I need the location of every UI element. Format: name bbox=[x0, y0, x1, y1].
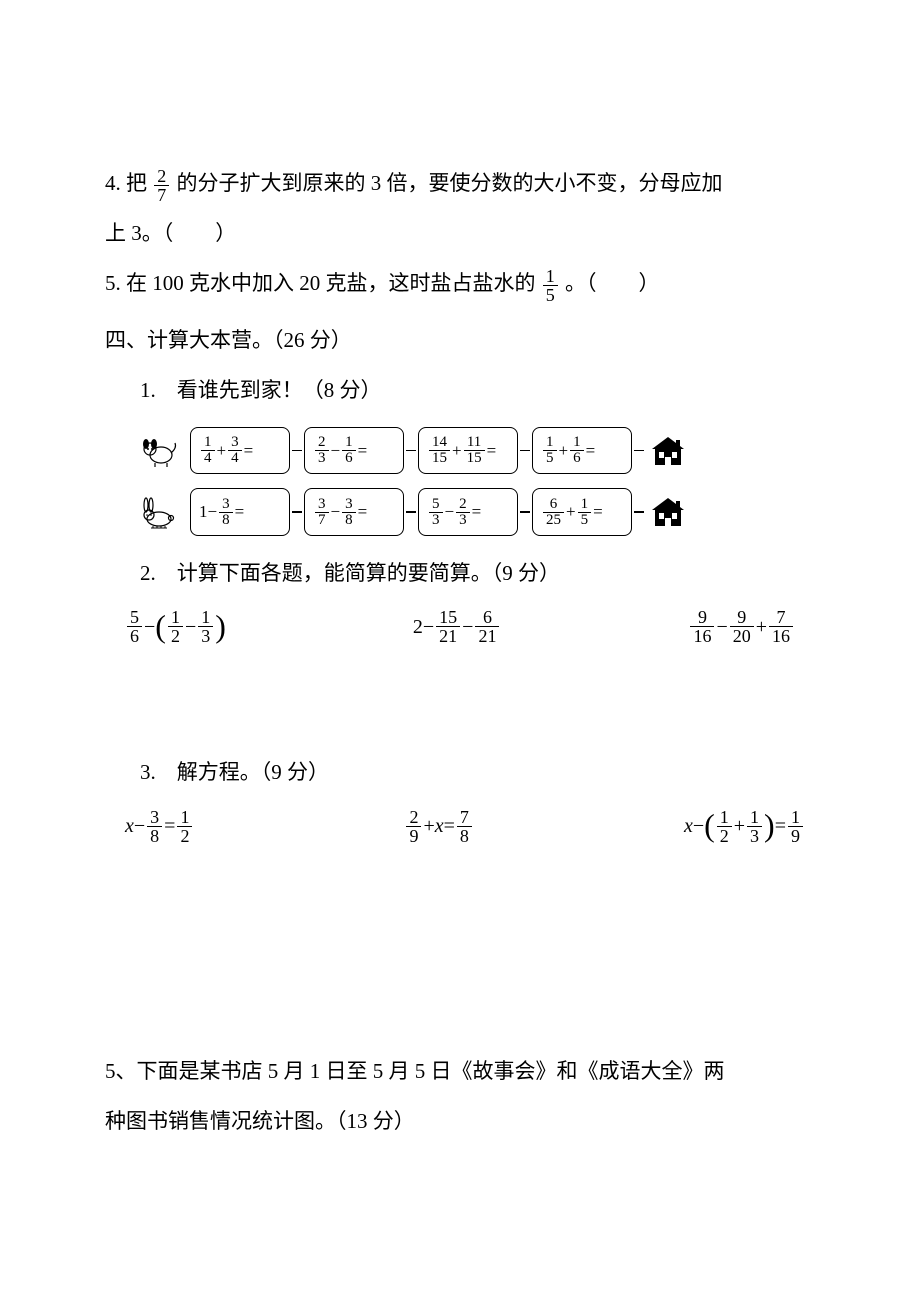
exercise-row-2: 1 − 38 = 37 − 38 = 53 − 23 = 625 + 15 = bbox=[135, 488, 815, 535]
q5-prefix: 5. 在 100 克水中加入 20 克盐，这时盐占盐水的 bbox=[105, 271, 536, 295]
q4-prefix: 4. 把 bbox=[105, 171, 147, 195]
house-icon bbox=[648, 496, 688, 528]
q4-fraction: 2 7 bbox=[154, 167, 169, 204]
calc-expr-2: 2− 1521 − 621 bbox=[413, 605, 502, 649]
expr-box: 37 − 38 = bbox=[304, 488, 404, 535]
rabbit-icon bbox=[135, 495, 180, 530]
section-4-title: 四、计算大本营。（26 分） bbox=[105, 317, 815, 363]
calc-expr-3: 916 − 920 + 716 bbox=[688, 605, 795, 649]
question-4-line2: 上 3。（ ） bbox=[105, 210, 815, 256]
exercise-row-1: 14 + 34 = 23 − 16 = 1415 + 1115 = 15 + 1… bbox=[135, 427, 815, 474]
connector bbox=[292, 450, 302, 452]
connector bbox=[406, 450, 416, 452]
question-5: 5. 在 100 克水中加入 20 克盐，这时盐占盐水的 1 5 。（ ） bbox=[105, 260, 815, 306]
calc-row: 56 −( 12 − 13 ) 2− 1521 − 621 916 − 920 … bbox=[105, 600, 815, 649]
house-icon bbox=[648, 435, 688, 467]
eq-expr-2: 29 +x= 78 bbox=[404, 804, 473, 848]
expr-box: 15 + 16 = bbox=[532, 427, 632, 474]
expr-box: 14 + 34 = bbox=[190, 427, 290, 474]
q5-suffix: 。（ ） bbox=[565, 271, 660, 295]
q4-mid: 的分子扩大到原来的 3 倍，要使分数的大小不变，分母应加 bbox=[177, 171, 723, 195]
connector bbox=[292, 511, 302, 513]
question-5b-line1: 5、下面是某书店 5 月 1 日至 5 月 5 日《故事会》和《成语大全》两 bbox=[105, 1048, 815, 1094]
connector bbox=[634, 511, 644, 513]
q5-fraction: 1 5 bbox=[543, 267, 558, 304]
expr-box: 23 − 16 = bbox=[304, 427, 404, 474]
expr-box: 1 − 38 = bbox=[190, 488, 290, 535]
equation-row: x− 38 = 12 29 +x= 78 x−( 12 + 13 )= 19 bbox=[105, 799, 815, 848]
eq-expr-1: x− 38 = 12 bbox=[125, 804, 194, 848]
sub1-title: 1. 看谁先到家！（8 分） bbox=[105, 367, 815, 413]
connector bbox=[406, 511, 416, 513]
question-5b-line2: 种图书销售情况统计图。（13 分） bbox=[105, 1098, 815, 1144]
connector bbox=[634, 450, 644, 452]
calc-expr-1: 56 −( 12 − 13 ) bbox=[125, 605, 226, 649]
connector bbox=[520, 450, 530, 452]
sub2-title: 2. 计算下面各题，能简算的要简算。（9 分） bbox=[105, 550, 815, 596]
expr-box: 1415 + 1115 = bbox=[418, 427, 518, 474]
expr-box: 53 − 23 = bbox=[418, 488, 518, 535]
eq-expr-3: x−( 12 + 13 )= 19 bbox=[684, 804, 805, 848]
dog-icon bbox=[135, 433, 180, 468]
connector bbox=[520, 511, 530, 513]
expr-box: 625 + 15 = bbox=[532, 488, 632, 535]
question-4: 4. 把 2 7 的分子扩大到原来的 3 倍，要使分数的大小不变，分母应加 bbox=[105, 160, 815, 206]
sub3-title: 3. 解方程。（9 分） bbox=[105, 749, 815, 795]
